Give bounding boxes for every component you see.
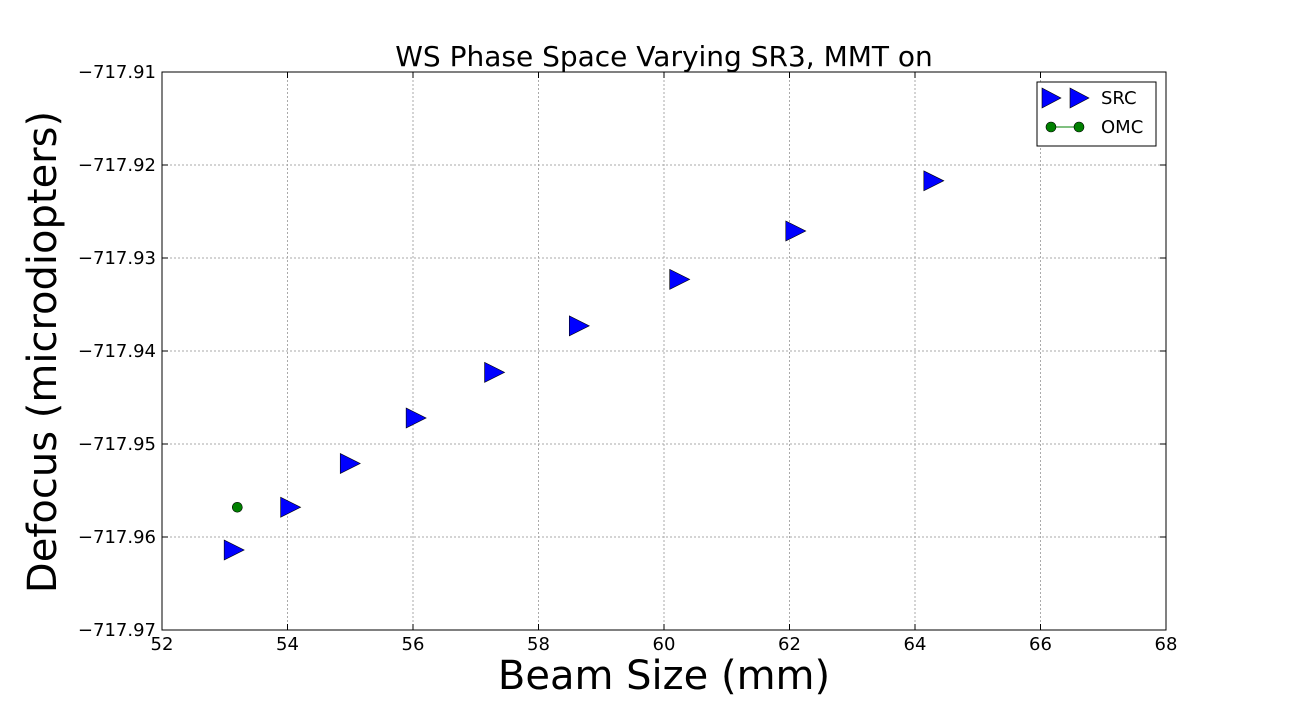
- y-tick-label: −717.91: [78, 62, 156, 83]
- src-point: [785, 220, 807, 242]
- y-tick-label: −717.92: [78, 155, 156, 176]
- y-axis-label: Defocus (microdiopters): [20, 111, 66, 593]
- y-tick-label: −717.96: [78, 527, 156, 548]
- legend-omc-marker-2: [1073, 121, 1085, 133]
- x-tick-label: 58: [527, 634, 550, 655]
- omc-point: [232, 501, 243, 513]
- legend-src-label: SRC: [1101, 88, 1137, 109]
- x-tick-label: 68: [1155, 634, 1178, 655]
- x-tick-labels: 52 54 56 58 60 62 64 66 68: [151, 634, 1178, 655]
- x-tick-label: 56: [402, 634, 425, 655]
- y-tick-label: −717.93: [78, 248, 156, 269]
- legend: SRC OMC: [1036, 81, 1157, 147]
- legend-omc-label: OMC: [1101, 117, 1143, 138]
- src-point: [923, 170, 945, 192]
- legend-frame: [1036, 81, 1157, 147]
- x-tick-label: 60: [653, 634, 676, 655]
- y-tick-label: −717.97: [78, 620, 156, 641]
- src-point: [280, 496, 302, 518]
- data-points: [223, 170, 945, 561]
- x-tick-label: 52: [151, 634, 174, 655]
- chart-title: WS Phase Space Varying SR3, MMT on: [395, 40, 933, 73]
- src-point: [223, 539, 245, 561]
- legend-omc-marker-1: [1045, 121, 1057, 133]
- src-point: [405, 407, 427, 429]
- legend-src-marker-2: [1069, 87, 1090, 109]
- legend-src-marker-1: [1041, 87, 1062, 109]
- x-tick-label: 54: [276, 634, 299, 655]
- src-point: [568, 315, 590, 337]
- x-tick-label: 64: [904, 634, 927, 655]
- src-point: [484, 361, 506, 383]
- y-tick-label: −717.94: [78, 341, 156, 362]
- axis-ticks: [161, 71, 1167, 631]
- src-point: [669, 268, 691, 290]
- y-tick-labels: −717.91 −717.92 −717.93 −717.94 −717.95 −717.…: [78, 62, 156, 641]
- grid-lines: [162, 72, 1166, 630]
- x-tick-label: 62: [778, 634, 801, 655]
- x-axis-label: Beam Size (mm): [498, 653, 830, 699]
- y-tick-label: −717.95: [78, 434, 156, 455]
- src-point: [339, 453, 361, 475]
- x-tick-label: 66: [1029, 634, 1052, 655]
